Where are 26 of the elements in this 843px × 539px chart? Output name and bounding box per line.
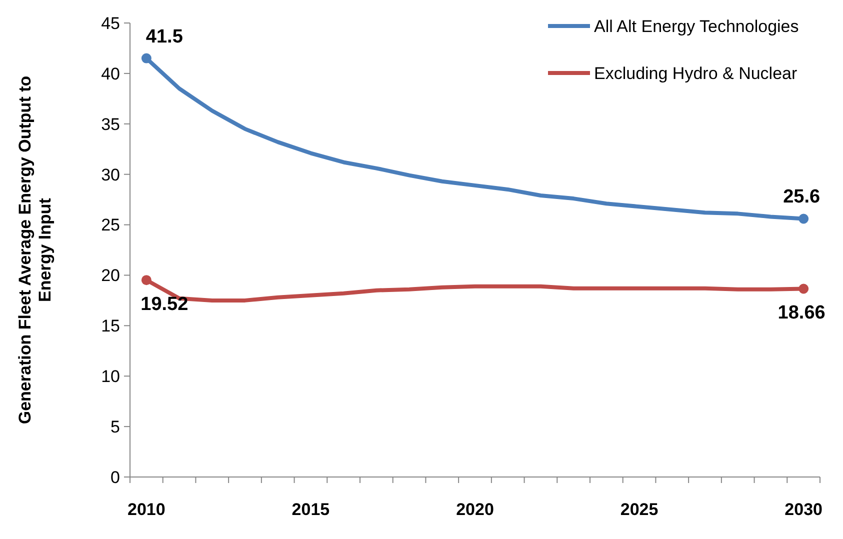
x-tick-label: 2015: [292, 500, 330, 519]
y-tick-label: 30: [101, 165, 120, 184]
data-label: 25.6: [783, 186, 820, 208]
y-tick-label: 0: [110, 468, 120, 487]
legend-label: Excluding Hydro & Nuclear: [594, 64, 798, 83]
y-tick-label: 20: [101, 266, 120, 286]
point: [798, 284, 809, 294]
x-tick-label: 2030: [784, 500, 822, 519]
y-tick-label: 5: [110, 418, 120, 437]
data-label: 41.5: [146, 26, 184, 48]
y-tick-label: 15: [101, 316, 120, 336]
y-tick-label: 35: [101, 114, 120, 134]
y-tick-label: 10: [101, 367, 120, 386]
y-tick-label: 25: [101, 216, 120, 235]
x-tick-label: 2025: [620, 500, 658, 519]
data-label: 19.52: [140, 294, 188, 316]
y-axis-title: Generation Fleet Average Energy Output to Energy Input: [15, 76, 55, 424]
data-label: 18.66: [778, 302, 826, 324]
point: [798, 214, 809, 224]
x-tick-label: 2010: [128, 500, 166, 519]
point: [141, 275, 152, 286]
legend-label: All Alt Energy Technologies: [594, 16, 799, 36]
y-tick-label: 40: [101, 64, 120, 84]
y-tick-label: 45: [101, 14, 120, 33]
x-tick-label: 2020: [456, 500, 494, 519]
point: [141, 53, 152, 64]
